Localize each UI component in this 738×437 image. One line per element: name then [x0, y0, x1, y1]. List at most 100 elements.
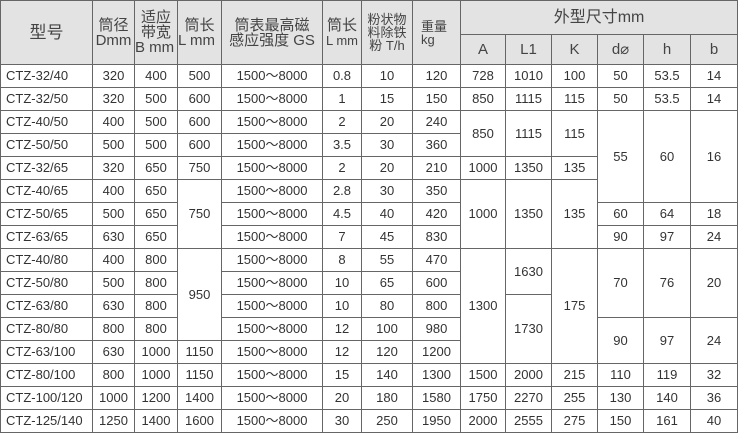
cell-dim-a: 1750 [460, 386, 506, 410]
cell-diameter: 500 [92, 271, 135, 295]
header-weight: 重量 kg [412, 0, 461, 65]
cell-belt-width: 500 [134, 110, 178, 134]
cell-diameter: 400 [92, 179, 135, 203]
header-dim-l1: L1 [505, 34, 552, 65]
cell-length: 600 [177, 110, 222, 134]
header-dim-h: h [643, 34, 691, 65]
cell-dim-d: 150 [597, 409, 644, 433]
cell-weight: 1580 [412, 386, 461, 410]
cell-model: CTZ-40/80 [0, 248, 93, 272]
header-belt-width-unit: B mm [135, 39, 175, 56]
cell-dim-a: 1500 [460, 363, 506, 387]
cell-dim-b: 36 [689, 386, 738, 410]
cell-dim-k: 135 [551, 156, 598, 180]
cell-weight: 470 [412, 248, 461, 272]
cell-capacity: 20 [361, 110, 413, 134]
cell-dim-d: 130 [597, 386, 644, 410]
cell-length: 600 [177, 87, 222, 111]
cell-model: CTZ-100/120 [0, 386, 93, 410]
table-row: CTZ-125/140 1250 1400 1600 1500～8000 30 250 195… [0, 409, 738, 433]
cell-dim-a: 2000 [460, 409, 506, 433]
cell-dim-d: 90 [597, 225, 644, 249]
cell-dim-l1: 1115 [505, 110, 552, 157]
cell-diameter: 500 [92, 133, 135, 157]
cell-dim-l1: 1350 [505, 179, 552, 249]
cell-dim-a: 1000 [460, 179, 506, 249]
cell-model: CTZ-40/65 [0, 179, 93, 203]
cell-capacity: 45 [361, 225, 413, 249]
header-length-2-cn: 筒长 [326, 16, 357, 34]
header-capacity-cn1: 粉状物 [367, 12, 407, 27]
cell-weight: 1300 [412, 363, 461, 387]
table-row: CTZ-32/40 320 400 500 1500～8000 0.8 10 120 728 10… [0, 64, 738, 88]
cell-field-strength: 1500～8000 [221, 363, 323, 387]
cell-weight: 350 [412, 179, 461, 203]
cell-dim-l1: 1350 [505, 156, 552, 180]
header-capacity-unit: 粉 T/h [369, 38, 405, 53]
cell-weight: 600 [412, 271, 461, 295]
cell-capacity: 55 [361, 248, 413, 272]
cell-model: CTZ-125/140 [0, 409, 93, 433]
cell-diameter: 320 [92, 64, 135, 88]
header-diameter-unit: Dmm [95, 31, 132, 49]
header-field-strength: 筒表最高磁 感应强度 GS [221, 0, 323, 65]
cell-weight: 150 [412, 87, 461, 111]
cell-length-2: 30 [322, 409, 362, 433]
cell-dim-b: 24 [689, 317, 738, 364]
cell-length: 1150 [177, 363, 222, 387]
cell-capacity: 30 [361, 179, 413, 203]
header-dim-d: d⌀ [597, 34, 644, 65]
cell-dim-k: 255 [551, 386, 598, 410]
cell-length: 750 [177, 156, 222, 180]
cell-length-2: 0.8 [322, 64, 362, 88]
cell-length-2: 3.5 [322, 133, 362, 157]
cell-dim-l1: 2555 [505, 409, 552, 433]
header-belt-width: 适应 带宽 B mm [134, 0, 178, 65]
cell-diameter: 1250 [92, 409, 135, 433]
cell-dim-b: 32 [689, 363, 738, 387]
cell-dim-k: 135 [551, 179, 598, 249]
cell-dim-d: 110 [597, 363, 644, 387]
cell-length-2: 12 [322, 340, 362, 364]
cell-dim-b: 24 [689, 225, 738, 249]
cell-belt-width: 500 [134, 133, 178, 157]
cell-diameter: 320 [92, 87, 135, 111]
cell-length: 1400 [177, 386, 222, 410]
cell-belt-width: 1000 [134, 340, 178, 364]
cell-weight: 420 [412, 202, 461, 226]
cell-model: CTZ-63/80 [0, 294, 93, 318]
cell-field-strength: 1500～8000 [221, 179, 323, 203]
cell-dim-a: 1300 [460, 248, 506, 364]
cell-dim-l1: 2270 [505, 386, 552, 410]
cell-model: CTZ-32/40 [0, 64, 93, 88]
cell-capacity: 30 [361, 133, 413, 157]
cell-model: CTZ-50/65 [0, 202, 93, 226]
cell-belt-width: 1200 [134, 386, 178, 410]
cell-dim-l1: 1115 [505, 87, 552, 111]
cell-model: CTZ-80/100 [0, 363, 93, 387]
cell-belt-width: 650 [134, 156, 178, 180]
cell-belt-width: 1000 [134, 363, 178, 387]
table-row: CTZ-50/65 500 650 1500～8000 4.5 40 420 60 64 18 [0, 202, 738, 226]
cell-length: 600 [177, 133, 222, 157]
cell-dim-h: 53.5 [643, 64, 691, 88]
header-length: 筒长 L mm [177, 0, 222, 65]
header-length-unit: L mm [178, 31, 215, 49]
header-diameter: 筒径 Dmm [92, 0, 135, 65]
cell-dim-k: 175 [551, 248, 598, 364]
cell-dim-h: 97 [643, 225, 691, 249]
cell-dim-b: 20 [689, 248, 738, 318]
cell-capacity: 65 [361, 271, 413, 295]
cell-dim-k: 275 [551, 409, 598, 433]
cell-dim-k: 115 [551, 110, 598, 157]
cell-dim-b: 14 [689, 64, 738, 88]
cell-weight: 800 [412, 294, 461, 318]
header-diameter-cn: 筒径 [98, 16, 129, 34]
cell-belt-width: 800 [134, 271, 178, 295]
cell-length-2: 2.8 [322, 179, 362, 203]
table-row: CTZ-80/100 800 1000 1150 1500～8000 15 140 1300 1… [0, 363, 738, 387]
cell-belt-width: 800 [134, 317, 178, 341]
cell-field-strength: 1500～8000 [221, 409, 323, 433]
table-body: CTZ-32/40 320 400 500 1500～8000 0.8 10 120 728 10… [0, 64, 738, 433]
